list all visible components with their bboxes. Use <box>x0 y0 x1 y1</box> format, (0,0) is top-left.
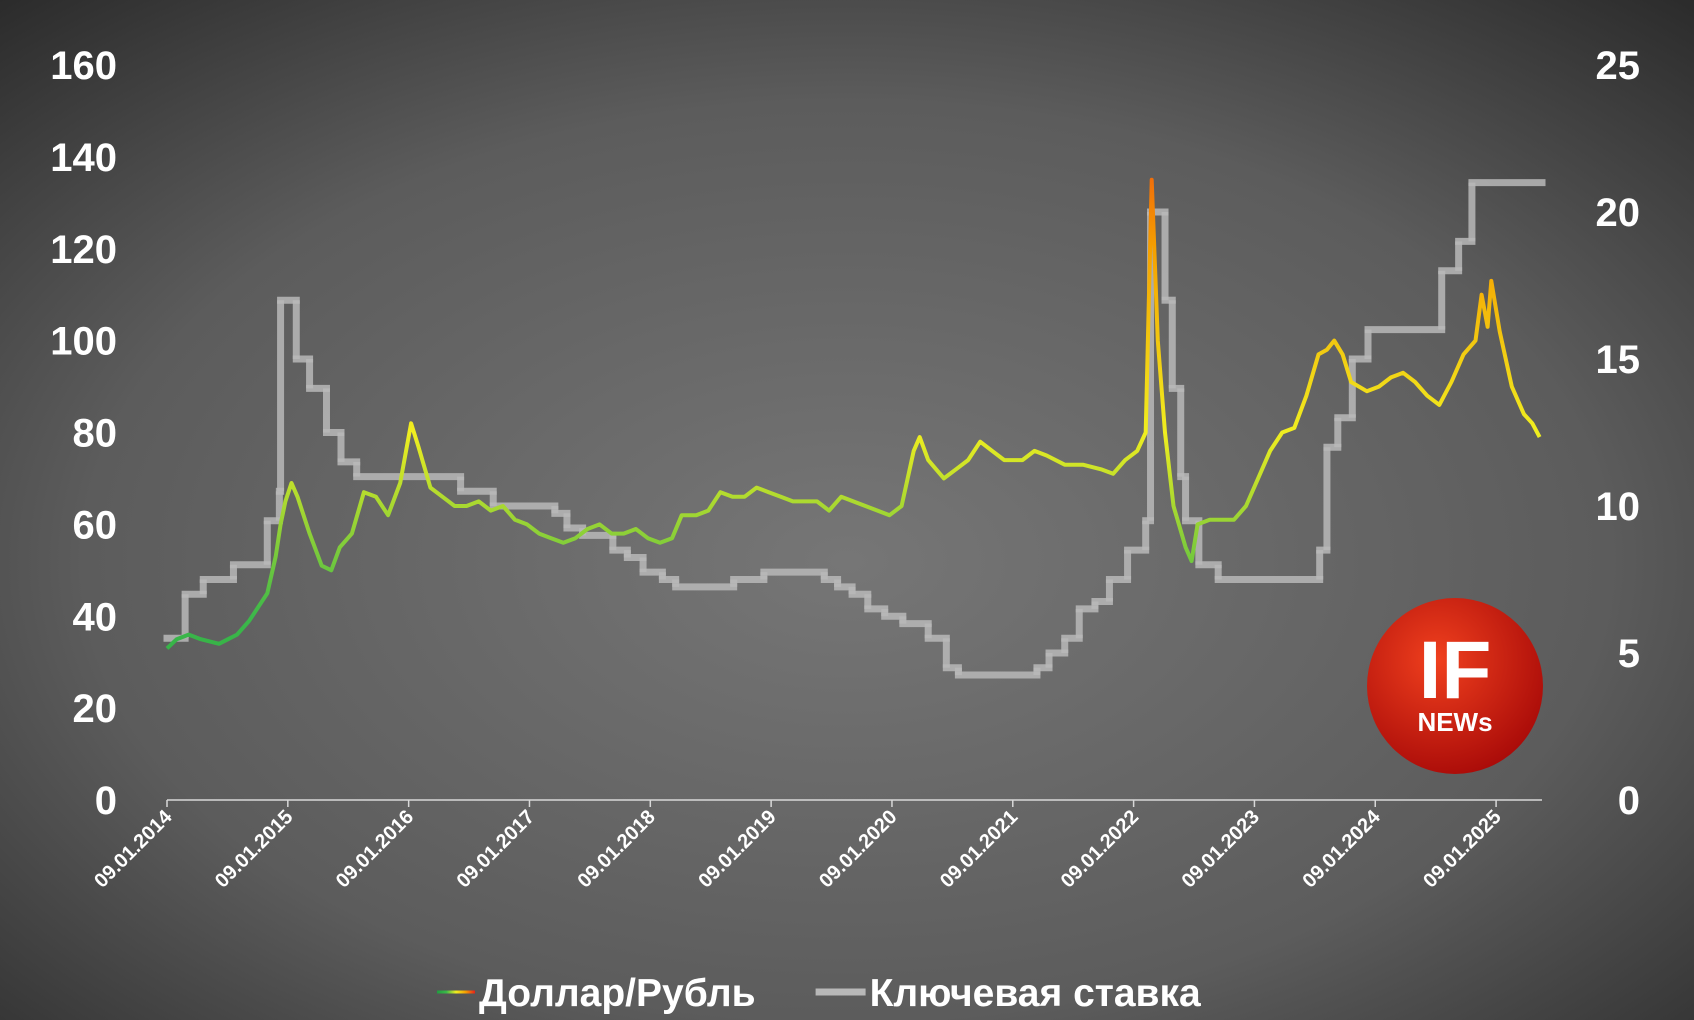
series-line <box>165 177 1542 650</box>
y2-tick-label: 5 <box>1618 632 1640 676</box>
y-tick-label: 40 <box>73 595 118 639</box>
y-tick-label: 0 <box>95 779 117 823</box>
y-tick-label: 80 <box>73 412 118 456</box>
y-tick-label: 140 <box>50 136 117 180</box>
y2-tick-label: 15 <box>1596 338 1641 382</box>
y-tick-label: 100 <box>50 320 117 364</box>
legend-swatch <box>815 988 866 996</box>
y2-tick-label: 25 <box>1596 44 1641 88</box>
y-tick-label: 20 <box>73 687 118 731</box>
logo-circle <box>1367 598 1543 774</box>
legend-label: Доллар/Рубль <box>479 972 756 1015</box>
legend-label: Ключевая ставка <box>870 972 1201 1015</box>
y2-tick-label: 20 <box>1596 191 1641 235</box>
legend-swatch <box>437 990 475 994</box>
y-tick-label: 120 <box>50 228 117 272</box>
logo-subtitle: NEWs <box>1417 707 1492 737</box>
logo: IF NEWs <box>1367 598 1543 774</box>
y2-tick-label: 10 <box>1596 485 1641 529</box>
y-tick-label: 160 <box>50 44 117 88</box>
y2-tick-label: 0 <box>1618 779 1640 823</box>
logo-title: IF <box>1419 625 1492 716</box>
y-tick-label: 60 <box>73 503 118 547</box>
legend: Доллар/Рубль Ключевая ставка <box>437 972 1201 1015</box>
